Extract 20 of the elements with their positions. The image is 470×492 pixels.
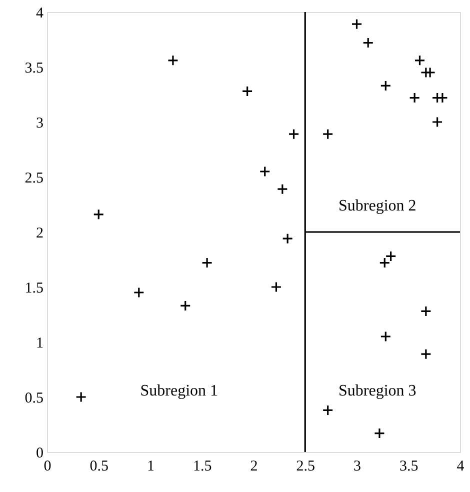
y-tick-label: 2 [36, 226, 44, 242]
annotation: Subregion 2 [338, 198, 416, 215]
y-tick-label: 4 [36, 6, 44, 22]
x-tick-label: 4 [456, 458, 465, 474]
x-tick-label: 2 [250, 458, 258, 474]
y-tick-label: 3 [36, 116, 44, 132]
x-tick-label: 1 [147, 458, 154, 474]
y-tick-label: 3.5 [24, 60, 44, 76]
x-tick-label: 2.5 [296, 458, 315, 474]
annotation: Subregion 3 [338, 382, 416, 400]
y-tick-label: 0.5 [24, 390, 44, 406]
y-tick-label: 2.5 [24, 170, 44, 186]
y-tick-label: 1.5 [24, 280, 44, 296]
x-tick-label: 0.5 [90, 458, 108, 474]
annotation: Subregion 1 [140, 382, 218, 400]
x-tick-label: 1.5 [193, 458, 212, 474]
x-tick-label: 3.5 [400, 458, 418, 474]
y-tick-label: 1 [36, 336, 44, 352]
x-tick-label: 3 [354, 458, 361, 474]
y-tick-label: 0 [36, 446, 44, 462]
